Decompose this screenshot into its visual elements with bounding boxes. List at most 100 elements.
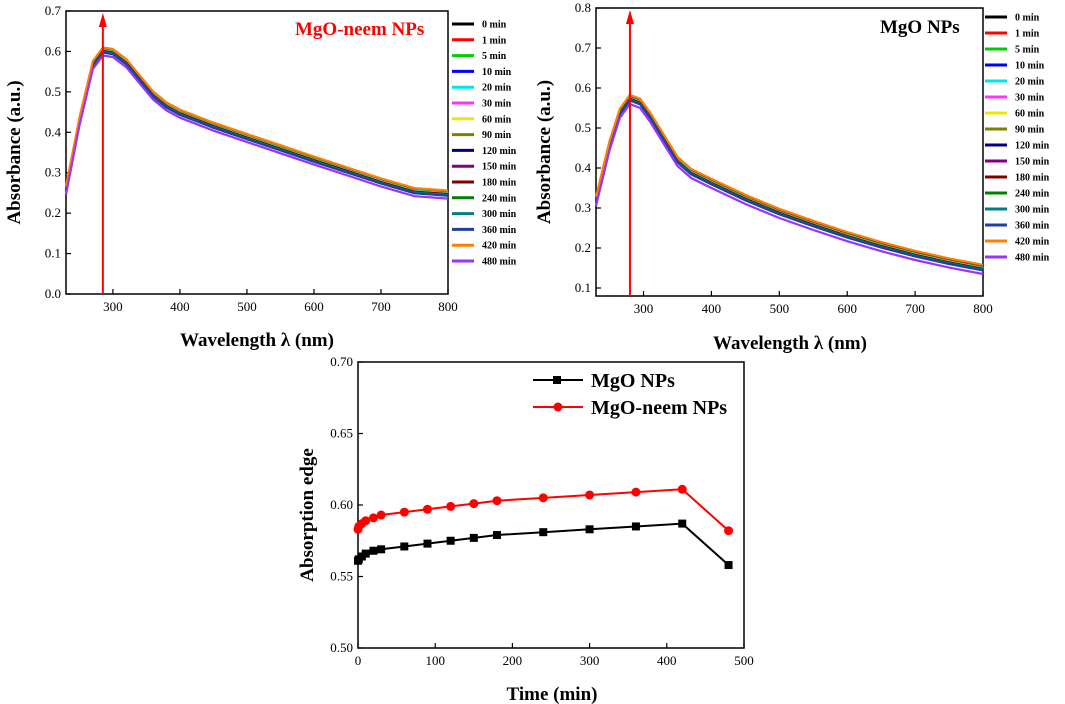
y-tick-label: 0.6 — [45, 43, 62, 58]
legend: 0 min 1 min 5 min 10 min 20 min 30 min 60 min 9… — [985, 13, 1050, 264]
data-point — [361, 549, 370, 558]
legend-label: 90 min — [1015, 125, 1045, 136]
series-line — [64, 49, 449, 196]
series-line — [64, 46, 449, 192]
legend-label: 480 min — [1015, 253, 1050, 264]
data-point — [469, 533, 478, 542]
legend: 0 min 1 min 5 min 10 min 20 min 30 min 60 min 9… — [452, 20, 517, 268]
x-tick-label: 500 — [770, 301, 790, 316]
legend-label: 20 min — [482, 83, 512, 94]
data-point — [377, 545, 386, 554]
legend-label: 480 min — [482, 257, 517, 268]
y-tick-label: 0.65 — [330, 426, 353, 441]
y-tick-label: 0.7 — [575, 40, 592, 55]
panel-2: 0.50 0.55 0.60 0.65 0.70 0 100 200 300 400 500 MgO … — [297, 354, 754, 704]
y-tick-label: 0.2 — [575, 240, 591, 255]
panel-0: 0.0 0.1 0.2 0.3 0.4 0.5 0.6 0.7 300 400 500 600 700 8… — [4, 3, 517, 351]
data-point — [399, 507, 409, 517]
data-point — [369, 546, 378, 555]
y-tick-label: 0.0 — [45, 286, 61, 301]
legend-label: 0 min — [1015, 13, 1040, 24]
legend-label: 60 min — [1015, 109, 1045, 120]
x-tick-label: 600 — [837, 301, 857, 316]
legend-label: 360 min — [1015, 221, 1050, 232]
legend-label: 20 min — [1015, 77, 1045, 88]
x-tick-label: 800 — [973, 301, 993, 316]
legend-marker — [553, 402, 563, 412]
data-point — [361, 516, 371, 526]
y-tick-label: 0.5 — [45, 84, 61, 99]
data-point — [538, 493, 548, 503]
data-point — [423, 539, 432, 548]
data-point — [376, 510, 386, 520]
x-tick-label: 400 — [657, 653, 677, 668]
x-axis-title: Wavelength λ (nm) — [180, 330, 334, 351]
x-tick-label: 500 — [734, 653, 754, 668]
y-tick-label: 0.55 — [330, 569, 353, 584]
peak-arrow-head — [625, 10, 634, 24]
y-axis-title: Absorption edge — [297, 448, 318, 582]
legend-label: 240 min — [1015, 189, 1050, 200]
legend-label: 150 min — [1015, 157, 1050, 168]
y-tick-label: 0.60 — [330, 497, 353, 512]
legend-label: 360 min — [482, 225, 517, 236]
y-tick-label: 0.8 — [575, 0, 591, 15]
x-tick-label: 500 — [237, 299, 257, 314]
series-line — [64, 48, 449, 194]
data-point — [631, 487, 641, 497]
y-axis-title: Absorbance (a.u.) — [4, 80, 25, 224]
series-line — [64, 50, 449, 196]
legend-label: 10 min — [482, 67, 512, 78]
y-tick-label: 0.5 — [575, 120, 591, 135]
data-point — [400, 542, 409, 551]
series-line — [64, 49, 449, 195]
legend-label: 180 min — [482, 178, 517, 189]
legend-label: MgO-neem NPs — [591, 397, 727, 419]
legend-label: 1 min — [482, 35, 507, 46]
data-point — [631, 522, 640, 531]
legend-label: 300 min — [1015, 205, 1050, 216]
legend-label: MgO NPs — [591, 370, 675, 392]
x-tick-label: 400 — [170, 299, 190, 314]
x-tick-label: 100 — [425, 653, 445, 668]
plot-frame — [595, 7, 984, 297]
legend-label: 60 min — [482, 114, 512, 125]
x-tick-label: 0 — [355, 653, 362, 668]
legend-label: 120 min — [482, 146, 517, 157]
x-tick-label: 300 — [103, 299, 123, 314]
data-point — [492, 496, 502, 506]
y-tick-label: 0.1 — [45, 246, 61, 261]
series-line — [64, 50, 449, 196]
x-tick-label: 200 — [503, 653, 523, 668]
y-tick-label: 0.7 — [45, 3, 62, 18]
panel-title: MgO-neem NPs — [295, 19, 424, 40]
data-point — [724, 526, 734, 536]
y-tick-label: 0.6 — [575, 80, 592, 95]
series-line — [64, 51, 449, 197]
legend-label: 180 min — [1015, 173, 1050, 184]
x-tick-label: 800 — [438, 299, 458, 314]
series-line — [64, 49, 449, 195]
legend-label: 150 min — [482, 162, 517, 173]
legend-label: 1 min — [1015, 29, 1040, 40]
legend-label: 5 min — [482, 51, 507, 62]
series-line — [64, 54, 449, 200]
y-tick-label: 0.50 — [330, 640, 353, 655]
data-point — [492, 531, 501, 540]
x-tick-label: 600 — [304, 299, 324, 314]
data-point — [678, 519, 687, 528]
x-tick-label: 300 — [634, 301, 654, 316]
series-line — [64, 47, 449, 194]
legend-label: 120 min — [1015, 141, 1050, 152]
peak-arrow-head — [98, 13, 107, 27]
panel-title: MgO NPs — [880, 17, 960, 38]
data-point — [677, 484, 687, 494]
x-tick-label: 400 — [702, 301, 722, 316]
legend-label: 0 min — [482, 20, 507, 31]
legend-label: 30 min — [482, 99, 512, 110]
y-tick-label: 0.2 — [45, 205, 61, 220]
legend-marker — [553, 376, 561, 384]
x-tick-label: 700 — [905, 301, 925, 316]
panel-1: 0.1 0.2 0.3 0.4 0.5 0.6 0.7 0.8 300 400 500 600 700 8… — [534, 0, 1050, 354]
